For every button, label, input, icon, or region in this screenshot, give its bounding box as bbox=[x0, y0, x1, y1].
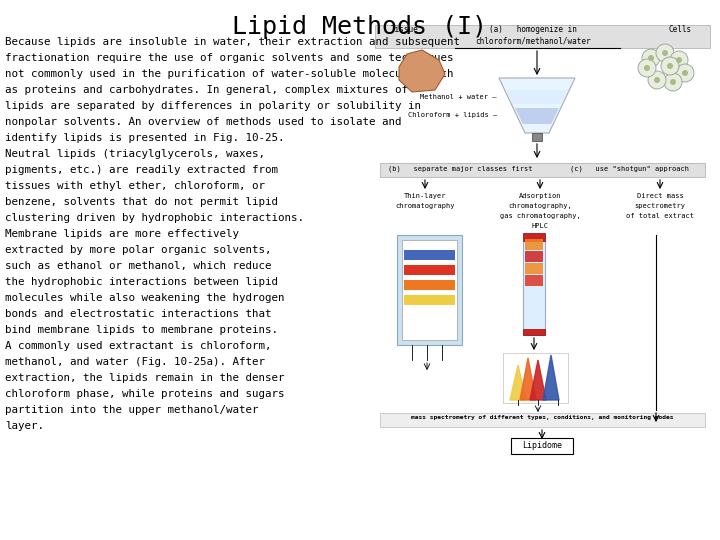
Circle shape bbox=[661, 57, 679, 75]
Circle shape bbox=[642, 49, 660, 67]
Bar bbox=[404, 295, 455, 305]
Bar bbox=[523, 233, 545, 241]
Bar bbox=[525, 275, 543, 286]
Text: extraction, the lipids remain in the denser: extraction, the lipids remain in the den… bbox=[5, 373, 284, 383]
Bar bbox=[404, 250, 455, 260]
FancyBboxPatch shape bbox=[375, 20, 710, 455]
Polygon shape bbox=[516, 108, 559, 124]
Bar bbox=[532, 133, 542, 141]
Circle shape bbox=[667, 63, 673, 69]
Text: HPLC: HPLC bbox=[531, 223, 549, 229]
Circle shape bbox=[670, 51, 688, 69]
Text: Chloroform + lipids —: Chloroform + lipids — bbox=[408, 112, 497, 118]
Bar bbox=[525, 251, 543, 262]
Text: Because lipids are insoluble in water, their extraction and subsequent: Because lipids are insoluble in water, t… bbox=[5, 37, 460, 47]
Text: mass spectrometry of different types, conditions, and monitoring modes: mass spectrometry of different types, co… bbox=[410, 415, 673, 420]
Text: extracted by more polar organic solvents,: extracted by more polar organic solvents… bbox=[5, 245, 271, 255]
Bar bbox=[525, 239, 543, 250]
Text: (a)   homogenize in: (a) homogenize in bbox=[489, 25, 577, 34]
Bar bbox=[380, 163, 705, 177]
Polygon shape bbox=[543, 355, 559, 400]
Text: Adsorption: Adsorption bbox=[518, 193, 562, 199]
Text: of total extract: of total extract bbox=[626, 213, 694, 219]
Polygon shape bbox=[530, 360, 546, 400]
Text: Cells: Cells bbox=[668, 25, 692, 34]
Polygon shape bbox=[499, 78, 575, 133]
Text: nonpolar solvents. An overview of methods used to isolate and: nonpolar solvents. An overview of method… bbox=[5, 117, 402, 127]
Bar bbox=[375, 25, 710, 48]
Bar bbox=[404, 265, 455, 275]
Polygon shape bbox=[399, 50, 445, 92]
Text: layer.: layer. bbox=[5, 421, 44, 431]
Circle shape bbox=[654, 77, 660, 83]
Bar bbox=[402, 240, 457, 340]
Text: fractionation require the use of organic solvents and some techniques: fractionation require the use of organic… bbox=[5, 53, 454, 63]
FancyBboxPatch shape bbox=[511, 438, 573, 454]
Text: Membrane lipids are more effectively: Membrane lipids are more effectively bbox=[5, 229, 239, 239]
Text: chromatography: chromatography bbox=[395, 203, 455, 209]
Text: identify lipids is presented in Fig. 10-25.: identify lipids is presented in Fig. 10-… bbox=[5, 133, 284, 143]
Text: partition into the upper methanol/water: partition into the upper methanol/water bbox=[5, 405, 258, 415]
Text: spectrometry: spectrometry bbox=[634, 203, 685, 209]
Text: molecules while also weakening the hydrogen: molecules while also weakening the hydro… bbox=[5, 293, 284, 303]
Bar bbox=[525, 263, 543, 274]
Text: Methanol + water —: Methanol + water — bbox=[420, 94, 497, 100]
Text: Tissue: Tissue bbox=[391, 25, 419, 34]
Text: tissues with ethyl ether, chloroform, or: tissues with ethyl ether, chloroform, or bbox=[5, 181, 265, 191]
Text: Neutral lipids (triacylglycerols, waxes,: Neutral lipids (triacylglycerols, waxes, bbox=[5, 149, 265, 159]
Text: Direct mass: Direct mass bbox=[636, 193, 683, 199]
Text: the hydrophobic interactions between lipid: the hydrophobic interactions between lip… bbox=[5, 277, 278, 287]
Text: chloroform phase, while proteins and sugars: chloroform phase, while proteins and sug… bbox=[5, 389, 284, 399]
Bar bbox=[503, 353, 568, 403]
Text: bonds and electrostatic interactions that: bonds and electrostatic interactions tha… bbox=[5, 309, 271, 319]
Bar bbox=[397, 235, 462, 345]
Circle shape bbox=[648, 55, 654, 61]
Text: not commonly used in the purification of water-soluble molecules such: not commonly used in the purification of… bbox=[5, 69, 454, 79]
Text: clustering driven by hydrophobic interactions.: clustering driven by hydrophobic interac… bbox=[5, 213, 304, 223]
Text: (c)   use "shotgun" approach: (c) use "shotgun" approach bbox=[570, 165, 690, 172]
Bar bbox=[523, 329, 545, 335]
Text: Lipidome: Lipidome bbox=[522, 442, 562, 450]
Circle shape bbox=[656, 44, 674, 62]
Text: benzene, solvents that do not permit lipid: benzene, solvents that do not permit lip… bbox=[5, 197, 278, 207]
Text: A commonly used extractant is chloroform,: A commonly used extractant is chloroform… bbox=[5, 341, 271, 351]
Bar bbox=[404, 280, 455, 290]
Bar bbox=[380, 413, 705, 427]
Text: methanol, and water (Fig. 10-25a). After: methanol, and water (Fig. 10-25a). After bbox=[5, 357, 265, 367]
Polygon shape bbox=[520, 358, 536, 400]
Text: pigments, etc.) are readily extracted from: pigments, etc.) are readily extracted fr… bbox=[5, 165, 278, 175]
Text: Thin-layer: Thin-layer bbox=[404, 193, 446, 199]
Text: lipids are separated by differences in polarity or solubility in: lipids are separated by differences in p… bbox=[5, 101, 421, 111]
Circle shape bbox=[644, 65, 650, 71]
Circle shape bbox=[676, 64, 694, 82]
Circle shape bbox=[682, 70, 688, 76]
Text: such as ethanol or methanol, which reduce: such as ethanol or methanol, which reduc… bbox=[5, 261, 271, 271]
Text: chromatography,: chromatography, bbox=[508, 203, 572, 209]
Text: Lipid Methods (I): Lipid Methods (I) bbox=[233, 15, 487, 39]
Circle shape bbox=[638, 59, 656, 77]
Circle shape bbox=[676, 57, 682, 63]
Polygon shape bbox=[507, 90, 567, 104]
Circle shape bbox=[662, 50, 668, 56]
Bar bbox=[523, 241, 545, 335]
Text: (b)   separate major classes first: (b) separate major classes first bbox=[388, 165, 532, 172]
Text: as proteins and carbohydrates. In general, complex mixtures of: as proteins and carbohydrates. In genera… bbox=[5, 85, 408, 95]
Polygon shape bbox=[510, 365, 526, 400]
Circle shape bbox=[664, 73, 682, 91]
Text: bind membrane lipids to membrane proteins.: bind membrane lipids to membrane protein… bbox=[5, 325, 278, 335]
Text: chloroform/methanol/water: chloroform/methanol/water bbox=[475, 36, 591, 45]
Text: gas chromatography,: gas chromatography, bbox=[500, 213, 580, 219]
Circle shape bbox=[648, 71, 666, 89]
Circle shape bbox=[670, 79, 676, 85]
